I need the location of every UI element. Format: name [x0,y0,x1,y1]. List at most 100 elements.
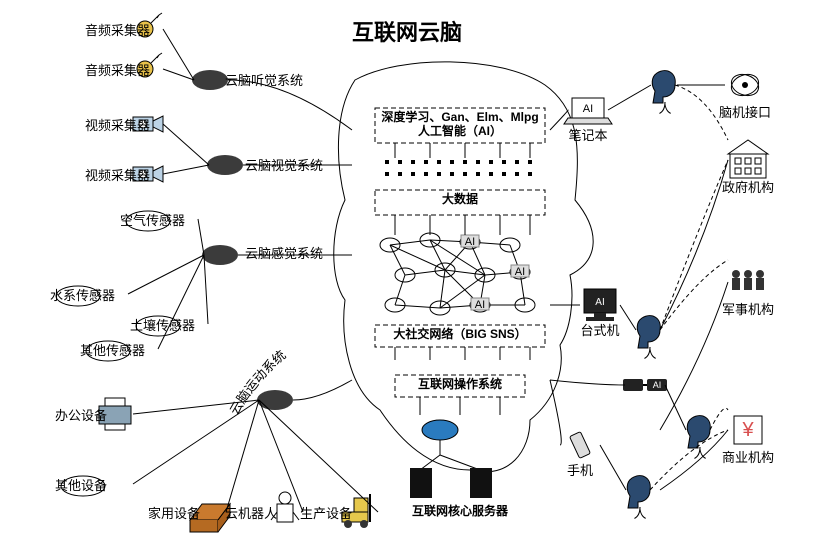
edge [608,85,651,110]
edge [163,165,209,174]
data-dot [502,172,506,176]
device-label: 视频采集器 [85,168,150,183]
device-label: 音频采集器 [85,23,150,38]
data-dot [411,160,415,164]
server-icon [410,468,432,498]
hub-node [207,155,243,175]
data-dot [476,160,480,164]
org-label: 军事机构 [722,302,774,317]
brain-box-label: 大数据 [442,191,478,206]
hub-node [192,70,228,90]
edge [550,110,568,130]
data-dot [450,172,454,176]
brain-box-label: 大社交网络（BIG SNS） [393,326,526,341]
desktop-icon: AI [584,289,616,321]
edge [660,160,728,330]
data-dot [424,172,428,176]
device-label: 音频采集器 [85,63,150,78]
svg-text:AI: AI [653,380,662,390]
device-label: 家用设备 [148,506,200,521]
edge [158,255,204,349]
edge [550,380,625,385]
data-dot [476,172,480,176]
org-label: 商业机构 [722,450,774,465]
server-icon [470,468,492,498]
data-dot [385,172,389,176]
data-dot [411,172,415,176]
org-label: 政府机构 [722,180,774,195]
data-dot [385,160,389,164]
edge [660,260,728,330]
data-dot [398,160,402,164]
data-dot [437,160,441,164]
head-icon [687,416,710,448]
hub-node [202,245,238,265]
data-dot [489,172,493,176]
edge [550,380,561,445]
edge [660,282,728,430]
edge [293,380,352,400]
label: AI [465,236,475,248]
device-label: 其他传感器 [80,343,145,358]
label: AI [583,103,593,115]
data-dot [437,172,441,176]
edge [710,408,728,430]
head-icon [627,476,650,508]
edge [226,400,259,512]
data-dot [515,172,519,176]
data-dot [450,160,454,164]
server-label: 互联网核心服务器 [412,503,509,518]
person-label: 人 [633,506,646,521]
org-label: 脑机接口 [719,105,771,120]
device-label: 其他设备 [55,478,107,493]
building-icon [728,140,768,178]
data-dot [515,160,519,164]
device-label: 空气传感器 [120,213,185,228]
data-dot [502,160,506,164]
system-label: 云脑感觉系统 [245,246,323,261]
hub-node [257,390,293,410]
edge [128,255,204,294]
label: AI [475,299,485,311]
brain-box-label: 互联网操作系统 [418,376,502,391]
brain-box-label: 人工智能（AI） [418,123,502,138]
data-dot [489,160,493,164]
edge [620,305,636,330]
data-dot [398,172,402,176]
person-label: 人 [658,101,671,116]
diagram-title: 互联网云脑 [352,20,462,45]
edge [198,219,204,255]
svg-text:AI: AI [595,297,604,308]
device-label: 手机 [567,463,593,478]
device-label: 台式机 [580,323,619,338]
label: AI [515,266,525,278]
edge [390,245,445,270]
device-label: 云机器人 [225,506,277,521]
edge [660,160,728,330]
device-label: 水系传感器 [50,288,115,303]
edge [133,400,259,484]
device-label: 笔记本 [568,128,607,143]
edge [440,455,480,470]
data-dot [424,160,428,164]
edge [163,124,209,165]
person-label: 人 [643,346,656,361]
edge [163,29,194,80]
edge [163,69,194,80]
svg-text:¥: ¥ [741,419,754,441]
glasses-icon: AI [623,379,667,391]
soldiers-icon [732,270,764,290]
edge [204,255,208,324]
edge [259,400,378,512]
data-dot [463,160,467,164]
head-icon [652,71,675,103]
data-dot [463,172,467,176]
device-label: 视频采集器 [85,118,150,133]
device-label: 生产设备 [300,506,352,521]
head-icon [637,316,660,348]
edge [600,445,626,490]
router-icon [422,420,458,440]
device-label: 土壤传感器 [130,318,195,333]
device-label: 办公设备 [55,408,107,423]
money-icon: ¥ [734,416,762,444]
